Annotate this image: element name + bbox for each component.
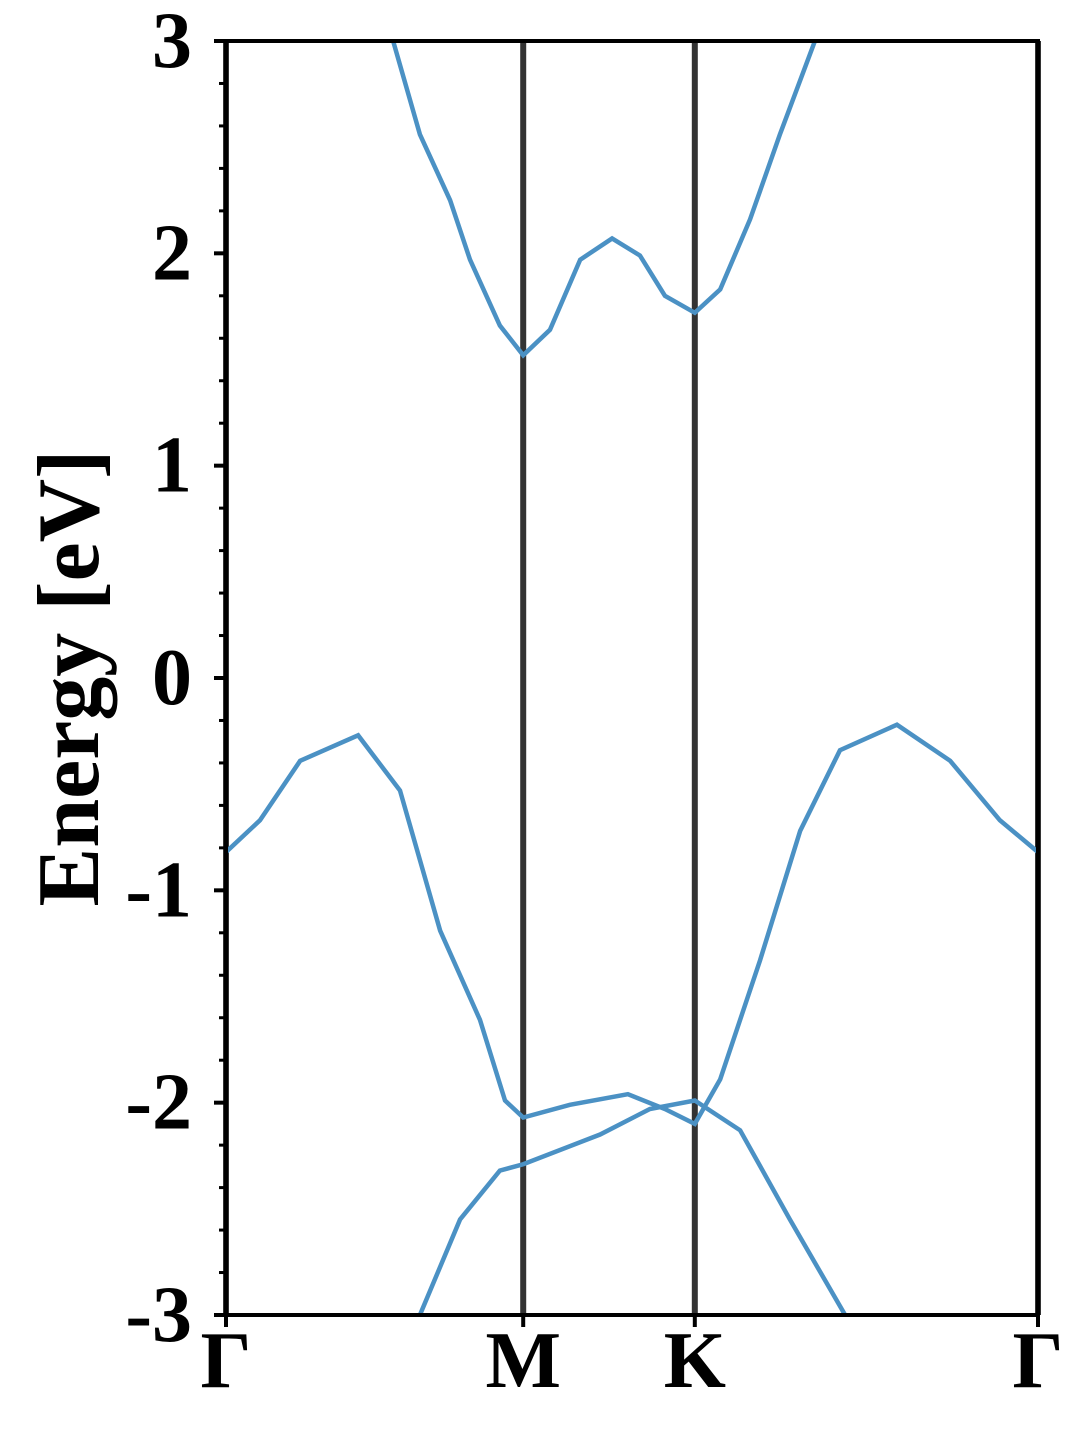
y-tick-label: 3 [152, 0, 192, 85]
band-line [390, 41, 818, 359]
y-tick-label: 2 [152, 209, 192, 297]
plot-frame [224, 39, 1040, 1317]
y-tick-label: -2 [125, 1059, 192, 1147]
x-tick-label: Γ [201, 1317, 252, 1405]
y-tick-label: -1 [125, 846, 192, 934]
x-tick-label: Γ [1013, 1317, 1064, 1405]
y-axis-label: Energy [eV] [21, 450, 118, 907]
band-line [226, 722, 1038, 1127]
y-tick-label: 1 [152, 422, 192, 510]
x-tick-label: K [664, 1317, 726, 1405]
x-tick-label: M [485, 1317, 561, 1405]
band-line [417, 1098, 848, 1315]
y-tick-label: 0 [152, 634, 192, 722]
y-tick-label: -3 [125, 1271, 192, 1359]
